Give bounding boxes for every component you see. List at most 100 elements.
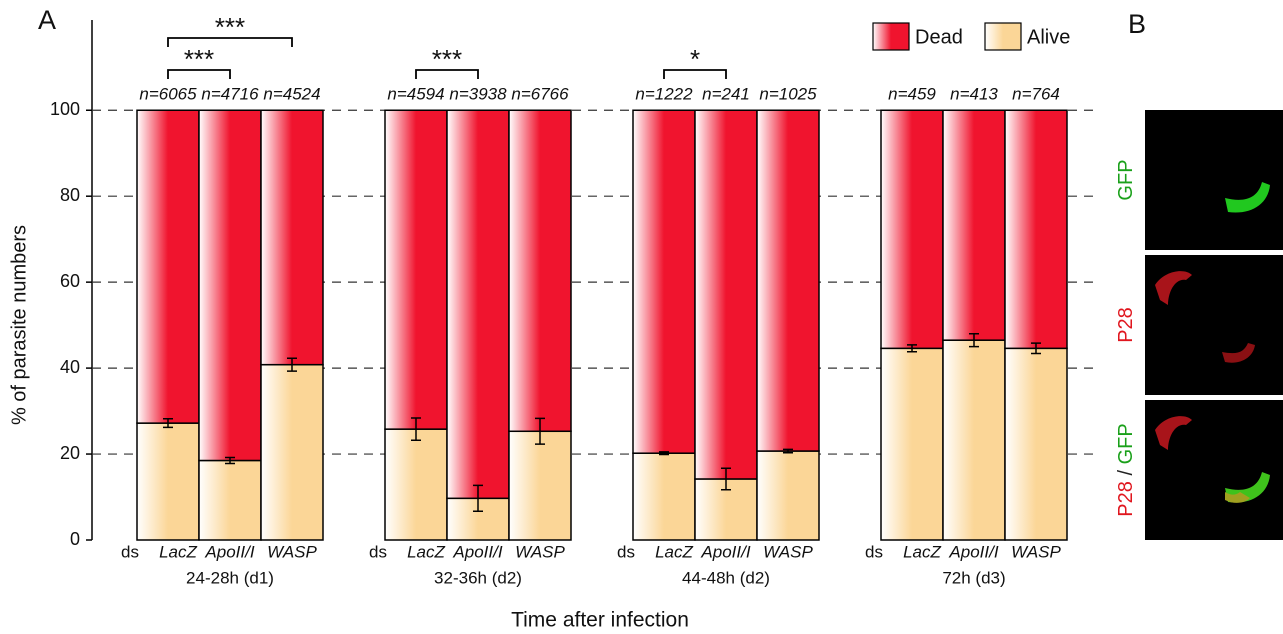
n-label: n=459 — [888, 84, 936, 103]
significance-bracket — [663, 69, 727, 79]
y-tick-label: 40 — [60, 357, 80, 377]
bar-segment — [446, 109, 510, 500]
legend-swatch — [984, 22, 1022, 51]
panel-label: A — [38, 5, 56, 35]
x-tick-label: LacZ — [407, 542, 445, 561]
error-bar — [225, 456, 235, 465]
n-label: n=1025 — [759, 84, 817, 103]
bar-segment — [632, 109, 696, 454]
legend-label: Alive — [1027, 26, 1070, 48]
group-label: 32-36h (d2) — [434, 568, 522, 587]
x-tick-label: WASP — [1011, 542, 1061, 561]
label-part: GFP — [1115, 159, 1137, 200]
y-tick-label: 0 — [70, 529, 80, 549]
n-label: n=4594 — [387, 84, 444, 103]
x-axis-title: Time after infection — [511, 609, 689, 632]
label-part: GFP — [1115, 423, 1137, 464]
bar-segment — [198, 459, 262, 541]
cell — [1225, 492, 1250, 503]
y-tick-label: 20 — [60, 443, 80, 463]
bar-segment — [508, 109, 572, 433]
group-label: 44-48h (d2) — [682, 568, 770, 587]
cell — [1222, 343, 1255, 363]
error-bar — [783, 448, 793, 454]
n-label: n=4716 — [201, 84, 259, 103]
significance-bracket — [415, 69, 479, 79]
bar-segment — [136, 109, 200, 424]
bar-segment — [260, 363, 324, 541]
error-bar — [659, 451, 669, 456]
error-bar — [1031, 342, 1041, 355]
n-label: n=413 — [950, 84, 998, 103]
y-tick-label: 80 — [60, 185, 80, 205]
category-prefix: ds — [865, 542, 883, 561]
legend-swatch — [872, 22, 910, 51]
x-tick-label: WASP — [267, 542, 317, 561]
category-prefix: ds — [369, 542, 387, 561]
bar-segment — [384, 428, 448, 541]
image-label: P28 — [1115, 307, 1137, 343]
n-label: n=6065 — [139, 84, 197, 103]
bar-segment — [756, 109, 820, 452]
bar-segment — [508, 430, 572, 541]
bar-segment — [136, 422, 200, 541]
x-tick-label: LacZ — [655, 542, 693, 561]
bar-segment — [942, 339, 1006, 541]
n-label: n=1222 — [635, 84, 693, 103]
y-tick-label: 100 — [50, 99, 80, 119]
n-label: n=4524 — [263, 84, 320, 103]
error-bar — [163, 418, 173, 429]
bar-segment — [756, 450, 820, 541]
bar-segment — [942, 109, 1006, 341]
y-tick-label: 60 — [60, 271, 80, 291]
bar-segment — [694, 109, 758, 480]
error-bar — [969, 332, 979, 348]
group-label: 72h (d3) — [942, 568, 1005, 587]
error-bar — [907, 344, 917, 353]
image-label: P28 / GFP — [1115, 423, 1137, 516]
significance-bracket — [167, 37, 293, 47]
x-tick-label: WASP — [763, 542, 813, 561]
label-part: / — [1115, 470, 1137, 476]
cell — [1225, 182, 1270, 213]
y-axis-title: % of parasite numbers — [8, 225, 30, 425]
n-label: n=764 — [1012, 84, 1060, 103]
bar-segment — [1004, 347, 1068, 541]
significance-label: *** — [432, 44, 462, 74]
group-label: 24-28h (d1) — [186, 568, 274, 587]
error-bar — [287, 357, 297, 372]
category-prefix: ds — [617, 542, 635, 561]
legend-label: Dead — [915, 26, 963, 48]
cell — [1155, 271, 1192, 305]
bar-segment — [198, 109, 262, 462]
x-tick-label: ApoII/I — [948, 542, 998, 561]
error-bar — [535, 417, 545, 445]
n-label: n=6766 — [511, 84, 569, 103]
category-prefix: ds — [121, 542, 139, 561]
x-tick-label: LacZ — [903, 542, 941, 561]
x-tick-label: WASP — [515, 542, 565, 561]
bar-segment — [384, 109, 448, 430]
bar-segment — [880, 347, 944, 541]
error-bar — [473, 484, 483, 512]
n-label: n=3938 — [449, 84, 507, 103]
error-bar — [411, 417, 421, 442]
x-tick-label: LacZ — [159, 542, 197, 561]
significance-label: *** — [215, 12, 245, 42]
bar-segment — [260, 109, 324, 366]
micrographs — [1145, 110, 1283, 540]
x-tick-label: ApoII/I — [700, 542, 750, 561]
label-part: P28 — [1115, 481, 1137, 517]
significance-label: * — [690, 44, 700, 74]
n-label: n=241 — [702, 84, 750, 103]
x-tick-label: ApoII/I — [204, 542, 254, 561]
cell — [1155, 416, 1192, 450]
image-label: GFP — [1115, 159, 1137, 200]
error-bar — [721, 467, 731, 491]
significance-bracket — [167, 69, 231, 79]
bar-segment — [880, 109, 944, 350]
label-part: P28 — [1115, 307, 1137, 343]
image-panel — [1145, 110, 1283, 250]
bar-segment — [1004, 109, 1068, 350]
